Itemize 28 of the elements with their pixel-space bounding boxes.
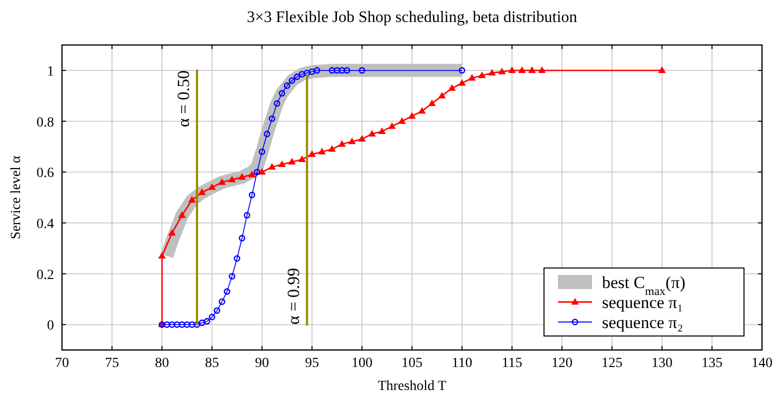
x-tick-label: 125	[602, 356, 622, 371]
x-tick-label: 85	[205, 356, 219, 371]
x-tick-label: 120	[552, 356, 572, 371]
text: α = 0.99	[284, 268, 303, 325]
legend-label: sequence π₂	[602, 313, 684, 332]
y-tick-label: 0	[47, 318, 54, 334]
legend-label: best C$_{max}$(π)	[602, 273, 686, 298]
x-tick-label: 115	[502, 356, 522, 371]
y-tick-label: 0.6	[36, 166, 54, 182]
x-axis-title: Threshold T	[378, 379, 447, 394]
text: α = 0.50	[174, 70, 193, 128]
x-tick-label: 95	[305, 356, 319, 371]
y-tick-label: 0.4	[36, 216, 54, 232]
x-tick-label: 80	[155, 356, 169, 371]
x-tick-label: 110	[452, 356, 472, 371]
x-tick-label: 75	[105, 356, 119, 371]
x-tick-label: 140	[752, 356, 772, 371]
x-tick-label: 130	[652, 356, 672, 371]
y-tick-label: 1	[47, 64, 54, 80]
chart-title: 3×3 Flexible Job Shop scheduling, beta distribution	[246, 9, 578, 26]
x-tick-label: 105	[402, 356, 422, 371]
x-tick-label: 100	[352, 356, 372, 371]
y-axis-title: Service level α	[9, 155, 24, 240]
x-tick-label: 90	[255, 356, 269, 371]
x-tick-label: 70	[55, 356, 69, 371]
y-tick-label: 0.2	[36, 268, 54, 283]
y-tick-label: 0.8	[36, 115, 54, 130]
x-tick-label: 135	[702, 356, 722, 371]
